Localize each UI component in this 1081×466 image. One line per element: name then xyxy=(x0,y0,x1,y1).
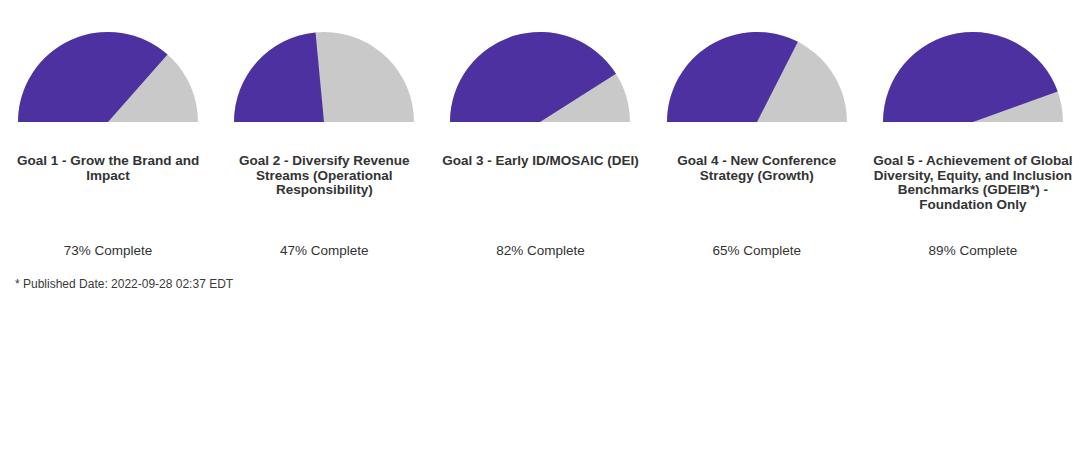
percent-complete-label: 82% Complete xyxy=(496,243,585,259)
gauge-complete-slice[interactable] xyxy=(234,32,324,122)
percent-complete-label: 89% Complete xyxy=(929,243,1018,259)
goal-gauge-card-1: Goal 1 - Grow the Brand and Impact 73% C… xyxy=(0,31,216,259)
goal-title: Goal 2 - Diversify Revenue Streams (Oper… xyxy=(217,154,431,243)
goal-gauges-dashboard: Goal 1 - Grow the Brand and Impact 73% C… xyxy=(0,0,1081,291)
percent-complete-label: 65% Complete xyxy=(712,243,801,259)
goal-gauge-card-4: Goal 4 - New Conference Strategy (Growth… xyxy=(649,31,865,259)
goal-gauge-card-3: Goal 3 - Early ID/MOSAIC (DEI) 82% Compl… xyxy=(432,31,648,259)
percent-complete-label: 73% Complete xyxy=(64,243,153,259)
half-pie-chart[interactable] xyxy=(449,31,631,123)
half-pie-chart[interactable] xyxy=(882,31,1064,123)
percent-complete-label: 47% Complete xyxy=(280,243,369,259)
goal-title: Goal 1 - Grow the Brand and Impact xyxy=(1,154,215,243)
goal-gauge-card-2: Goal 2 - Diversify Revenue Streams (Oper… xyxy=(216,31,432,259)
half-pie-chart[interactable] xyxy=(233,31,415,123)
goal-title: Goal 5 - Achievement of Global Diversity… xyxy=(866,154,1080,243)
published-date-footnote: * Published Date: 2022-09-28 02:37 EDT xyxy=(15,277,1081,291)
goal-gauge-card-5: Goal 5 - Achievement of Global Diversity… xyxy=(865,31,1081,259)
gauge-cards-row: Goal 1 - Grow the Brand and Impact 73% C… xyxy=(0,0,1081,259)
half-pie-chart[interactable] xyxy=(666,31,848,123)
half-pie-chart[interactable] xyxy=(17,31,199,123)
goal-title: Goal 3 - Early ID/MOSAIC (DEI) xyxy=(440,154,641,243)
goal-title: Goal 4 - New Conference Strategy (Growth… xyxy=(650,154,864,243)
